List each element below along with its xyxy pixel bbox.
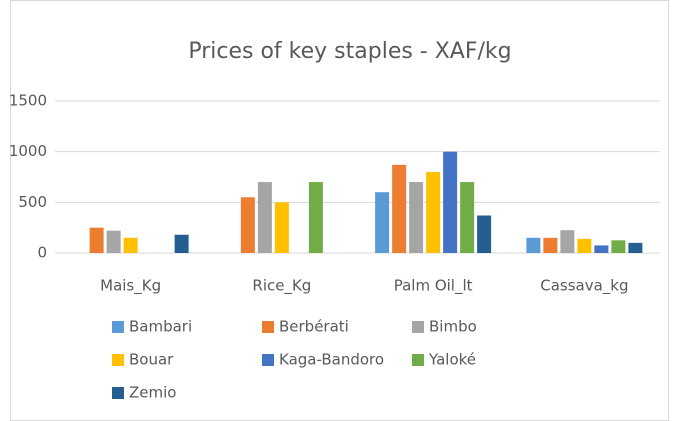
bar (628, 242, 643, 253)
y-tick-label: 0 (37, 244, 47, 262)
legend-label: Kaga-Bandoro (279, 351, 384, 369)
legend-label: Bouar (129, 351, 174, 369)
bar (257, 182, 272, 253)
bar (375, 192, 390, 253)
bar (240, 197, 255, 253)
bar (460, 182, 475, 253)
legend-label: Bambari (129, 318, 192, 336)
bar (89, 227, 104, 253)
x-tick-label: Mais_Kg (100, 277, 161, 296)
legend-swatch (262, 321, 274, 333)
chart-frame (10, 0, 669, 421)
x-tick-label: Cassava_kg (540, 277, 628, 296)
bar (274, 202, 289, 253)
legend-label: Zemio (129, 384, 176, 402)
bar (543, 237, 558, 253)
bar (409, 182, 424, 253)
legend-swatch (112, 354, 124, 366)
chart-title: Prices of key staples - XAF/kg (188, 39, 511, 64)
bar (392, 164, 407, 253)
bar (106, 230, 121, 253)
legend-label: Berbérati (279, 318, 349, 336)
bar (560, 230, 575, 253)
bar (477, 215, 492, 253)
legend-label: Bimbo (429, 318, 477, 336)
legend-swatch (412, 354, 424, 366)
legend-swatch (262, 354, 274, 366)
bar (426, 171, 441, 253)
y-tick-label: 500 (18, 193, 47, 211)
x-tick-label: Rice_Kg (252, 277, 311, 296)
legend-swatch (112, 321, 124, 333)
bar (611, 240, 626, 253)
legend-swatch (112, 387, 124, 399)
y-tick-label: 1500 (9, 92, 47, 110)
bar (577, 238, 592, 253)
bar (526, 237, 541, 253)
bar (443, 151, 458, 253)
legend-label: Yaloké (428, 351, 476, 369)
legend-swatch (412, 321, 424, 333)
x-tick-label: Palm Oil_lt (394, 277, 473, 296)
bar (308, 182, 323, 253)
y-tick-label: 1000 (9, 142, 47, 160)
bar (174, 234, 189, 253)
bar (123, 237, 138, 253)
bar (594, 245, 609, 253)
